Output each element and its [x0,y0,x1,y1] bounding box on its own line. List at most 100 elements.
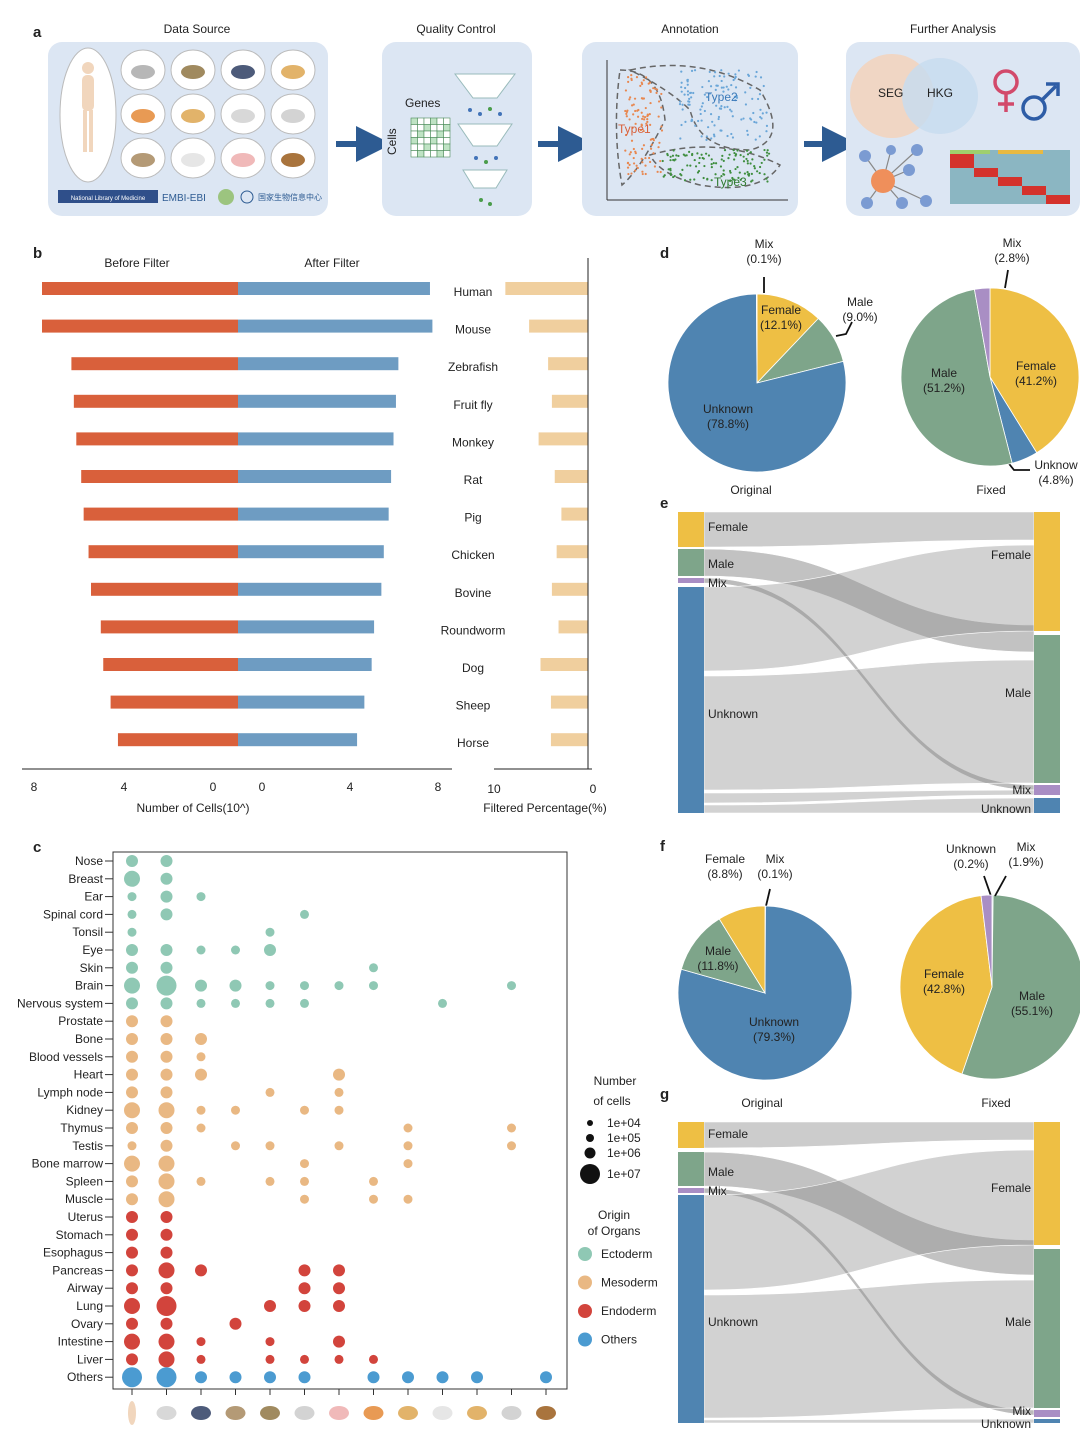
umap-point [681,168,684,171]
size-legend-dot [580,1164,600,1184]
bubble-spleen [265,1176,275,1186]
e-sankey: Female Male Mix Unknown Female Male Mix Unknown [678,511,1060,816]
umap-point [630,172,633,175]
umap-point [749,151,752,154]
bubble-heart [195,1068,207,1081]
organ-label: Thymus [60,1121,103,1135]
bubble-brain [334,981,344,991]
matrix-cell [410,130,418,138]
umap-point [739,178,742,181]
logos-strip: National Library of Medicine EMBI-EBI 国家… [58,189,322,205]
species-label: Mouse [455,323,491,337]
d-original-label: Original [730,483,771,497]
bubble-airway [126,1282,138,1295]
umap-point [694,124,697,127]
pie-label-pct: (9.0%) [842,310,877,324]
matrix-cell [423,150,431,158]
umap-point [723,75,726,78]
panel-g-letter: g [660,1086,669,1103]
matrix-cell [436,124,444,132]
panel-d-letter: d [660,245,669,262]
dog-icon [467,1406,487,1420]
umap-point [709,85,713,88]
pie-slice-unknown [677,905,853,1081]
umap-point [721,154,724,157]
pie-leader-line [835,321,853,337]
pie-slice-male [900,288,1013,467]
umap-point [758,93,762,96]
umap-point [686,90,690,93]
bar-before-pig [83,507,239,521]
heatmap-header [998,150,1043,154]
bubble-muscle [403,1194,413,1204]
species-silhouette-icon [131,65,155,79]
sankey-node-right-mix [1034,1410,1060,1417]
umap-point [634,122,637,125]
umap-point [766,149,769,152]
c-plot: Nose Breast Ear Spinal cord Tonsil Eye Skin Bra… [17,854,552,1388]
pie-slice-female [899,895,993,1075]
bubble-liver [369,1354,378,1364]
umap-point [744,91,747,94]
mouse-icon [156,1406,177,1420]
bar-after-horse [238,733,358,747]
matrix-cell [410,117,418,125]
bubble-kidney [334,1105,344,1115]
bar-after-chicken [238,545,384,559]
matrix-cell [410,150,418,158]
bubble-heart [160,1068,173,1081]
umap-point [755,70,758,74]
origin-legend-dot [578,1275,592,1290]
umap-point [758,171,761,175]
bubble-spinal-cord [160,908,173,921]
organ-label: Esophagus [43,1246,103,1260]
umap-point [759,108,762,111]
umap-point [629,151,632,154]
bubble-skin [126,961,138,974]
matrix-cell [436,137,444,145]
bubble-brain [229,979,242,992]
bubble-nervous-system [160,997,173,1010]
umap-point [763,158,766,161]
bubble-lung [264,1300,276,1312]
c-species-icons [128,1389,556,1425]
umap-point [732,148,735,152]
umap-point [653,165,657,168]
umap-point [763,173,766,176]
b-bars: Human Mouse Zebrafish Fruit fly Monkey Rat Pig… [42,282,588,750]
umap-point [640,123,643,126]
species-silhouette-icon [181,109,205,123]
bubble-nervous-system [265,998,275,1008]
bubble-liver [158,1351,175,1368]
umap-point [765,111,768,114]
organ-label: Bone marrow [32,1157,104,1171]
bubble-others [471,1371,483,1384]
type1-label: Type1 [618,122,651,136]
umap-point [765,124,769,128]
umap-point [720,174,723,178]
umap-point [700,153,703,156]
matrix-cell [436,143,444,151]
umap-point [763,148,766,152]
c-legend-origin-title-2: of Organs [588,1224,641,1238]
bar-before-monkey [76,432,238,446]
sankey-label-left: Male [708,557,734,571]
c-origin-legend: Ectoderm Mesoderm Endoderm Others [578,1247,658,1347]
umap-point [687,103,690,106]
pie-slice-mix [973,287,991,378]
bubble-thymus [160,1122,173,1134]
bubble-liver [334,1354,344,1364]
sankey-label-left: Unknown [708,1315,758,1329]
umap-point [703,93,706,96]
umap-point [675,154,678,157]
umap-point [632,156,635,160]
pie-label-pct: (11.8%) [697,959,738,973]
panel-a: a Data Source Quality Control Annotation… [33,22,1080,216]
embl-mark-icon [218,189,234,205]
umap-point [736,166,739,169]
umap-point [708,92,712,95]
umap-point [657,115,660,118]
umap-point [645,122,648,125]
umap-point [655,91,658,94]
